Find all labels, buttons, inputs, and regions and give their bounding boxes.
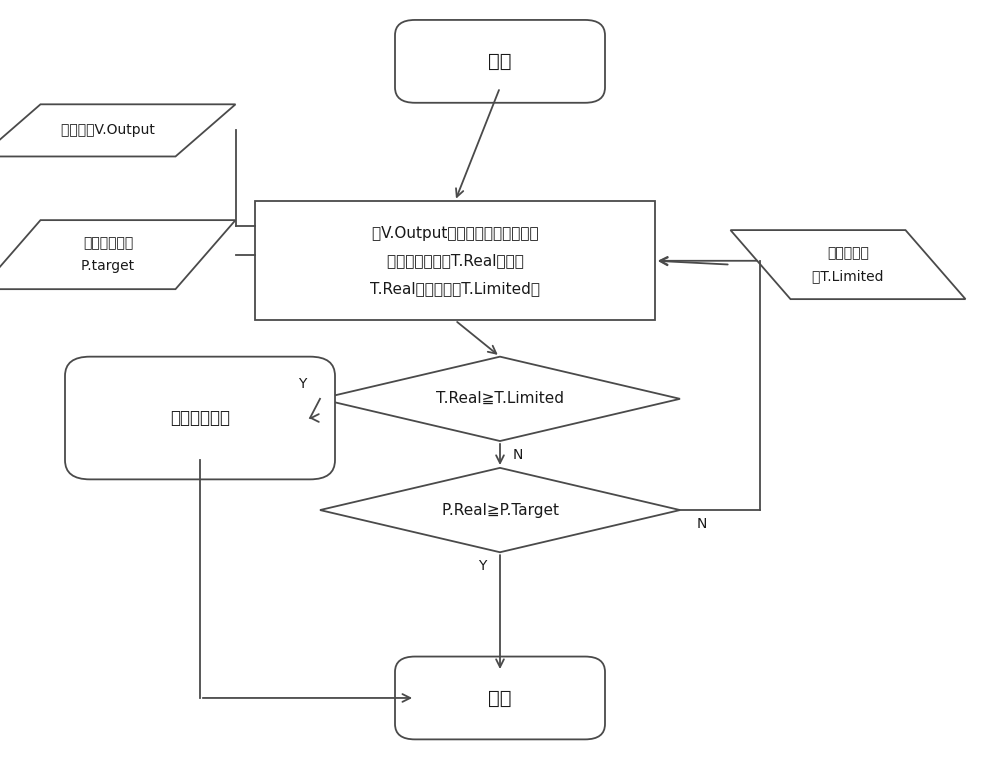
Text: 压制极限时: 压制极限时 [827,246,869,260]
Text: 时间计时，记为T.​Real。比较: 时间计时，记为T.​Real。比较 [387,253,523,268]
Text: 开始: 开始 [488,52,512,71]
Bar [255,201,655,321]
Polygon shape [0,220,236,289]
Text: 压制速度V.​Output: 压制速度V.​Output [61,123,155,137]
Polygon shape [320,357,680,441]
Text: N: N [513,448,523,462]
Text: T.​Real与极限时间T.​Limited。: T.​Real与极限时间T.​Limited。 [370,281,540,296]
Text: 报警提示信息: 报警提示信息 [170,409,230,427]
Text: 结束: 结束 [488,689,512,707]
Text: 以V.​Output指令进行压制，对压制: 以V.​Output指令进行压制，对压制 [372,225,538,241]
Text: Y: Y [478,559,486,573]
FancyBboxPatch shape [65,357,335,479]
Text: N: N [697,517,707,531]
Text: 压制力目标値: 压制力目标値 [83,236,133,250]
Polygon shape [320,468,680,552]
FancyBboxPatch shape [395,20,605,103]
Text: Y: Y [298,377,306,390]
Text: P.​Real≧P.​Target: P.​Real≧P.​Target [442,502,558,518]
Polygon shape [730,230,966,299]
Text: 间T.​Limited: 间T.​Limited [812,269,884,283]
Text: T.​Real≧T.​Limited: T.​Real≧T.​Limited [436,391,564,407]
Polygon shape [0,104,236,156]
Text: P.​target: P.​target [81,259,135,273]
FancyBboxPatch shape [395,657,605,739]
